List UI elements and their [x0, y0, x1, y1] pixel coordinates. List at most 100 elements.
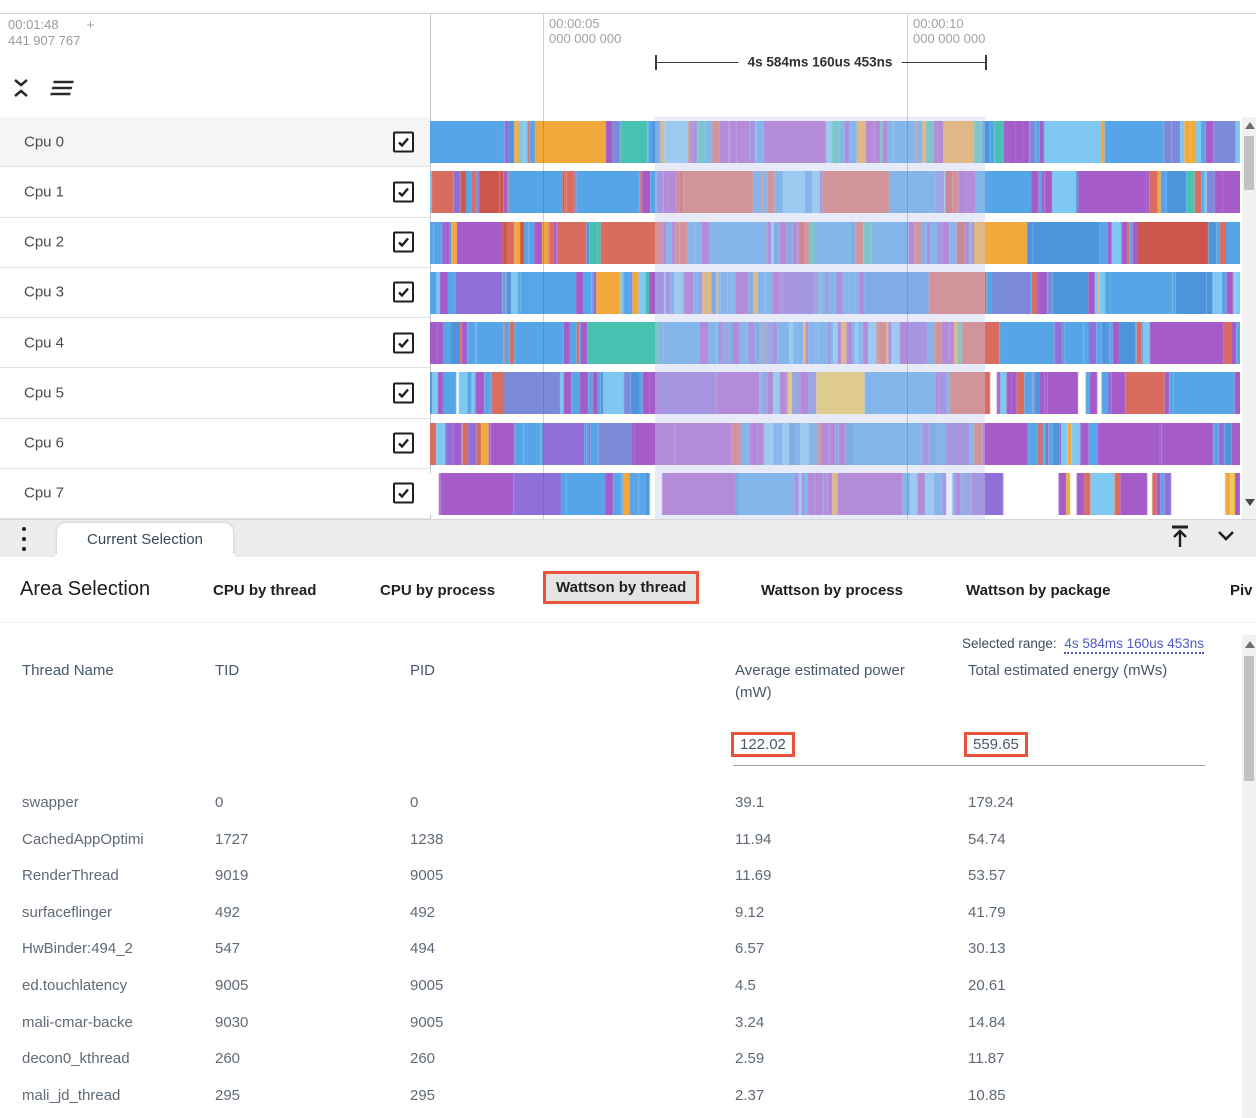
- thread-name-cell: decon0_kthread: [22, 1050, 130, 1068]
- table-cell: 9005: [410, 867, 444, 885]
- table-cell: 179.24: [968, 794, 1014, 811]
- clock-nanoseconds: 441 907 767: [8, 33, 81, 48]
- column-header: Average estimated power (mW): [735, 662, 905, 701]
- table-scroll-up-icon[interactable]: [1245, 641, 1255, 648]
- thread-name-cell: surfaceflinger: [22, 903, 113, 921]
- track-label: Cpu 0: [24, 133, 65, 151]
- thread-name-cell: HwBinder:494_2: [22, 940, 133, 958]
- tab-wattson-by-process[interactable]: Wattson by process: [761, 582, 903, 599]
- track-checkbox[interactable]: [393, 231, 414, 253]
- tab-piv[interactable]: Piv: [1230, 582, 1253, 599]
- table-cell: 41.79: [968, 903, 1006, 921]
- cpu-track-slices[interactable]: [430, 121, 1240, 163]
- cpu-track-slices[interactable]: [430, 271, 1240, 314]
- expand-panel-to-top-icon[interactable]: [1168, 523, 1192, 554]
- track-row[interactable]: Cpu 7: [0, 468, 430, 519]
- timeline-scrollbar-thumb[interactable]: [1244, 136, 1254, 190]
- table-cell: 10.85: [968, 1086, 1006, 1104]
- track-label: Cpu 6: [24, 434, 65, 452]
- track-row[interactable]: Cpu 3: [0, 267, 430, 318]
- track-row[interactable]: Cpu 4: [0, 318, 430, 369]
- cpu-track-slices[interactable]: [430, 171, 1240, 214]
- track-row[interactable]: Cpu 0: [0, 117, 430, 168]
- track-label: Cpu 4: [24, 334, 65, 352]
- ruler-tick-line: [907, 14, 908, 519]
- tab-wattson-by-package[interactable]: Wattson by package: [966, 582, 1111, 599]
- track-checkbox[interactable]: [393, 281, 414, 303]
- table-cell: 9019: [215, 867, 249, 885]
- cpu-track-slices[interactable]: [430, 322, 1240, 364]
- track-checkbox[interactable]: [393, 131, 414, 153]
- track-row[interactable]: Cpu 1: [0, 167, 430, 218]
- table-cell: 9030: [215, 1013, 249, 1031]
- clock-time: 00:01:48: [8, 17, 59, 32]
- table-scrollbar-thumb[interactable]: [1244, 656, 1254, 781]
- table-cell: 0: [215, 794, 224, 811]
- track-checkbox[interactable]: [393, 332, 414, 354]
- cpu-track-slices[interactable]: [430, 472, 1240, 515]
- header-divider: [0, 13, 1256, 14]
- table-cell: 53.57: [968, 867, 1006, 885]
- table-cell: 30.13: [968, 940, 1006, 958]
- collapse-tracks-icon[interactable]: [10, 76, 32, 100]
- thread-name-cell: mali_jd_thread: [22, 1086, 121, 1104]
- track-row[interactable]: Cpu 5: [0, 368, 430, 419]
- column-header: Total estimated energy (mWs): [968, 662, 1168, 679]
- table-cell: 9.12: [735, 903, 765, 921]
- table-cell: 494: [410, 940, 436, 958]
- table-cell: 260: [410, 1050, 436, 1068]
- cpu-track-slices[interactable]: [430, 422, 1240, 465]
- table-cell: 54.74: [968, 830, 1006, 848]
- current-selection-panel: Area Selection CPU by thread CPU by proce…: [0, 556, 1256, 1118]
- selected-range-label: Selected range:: [962, 636, 1057, 651]
- tab-cpu-by-process[interactable]: CPU by process: [380, 582, 496, 599]
- range-duration-label: 4s 584ms 160us 453ns: [738, 54, 902, 70]
- cpu-track-slices[interactable]: [430, 372, 1240, 415]
- total-value: 122.02: [731, 732, 795, 757]
- track-row[interactable]: Cpu 2: [0, 217, 430, 268]
- column-header: PID: [410, 662, 436, 679]
- table-cell: 492: [215, 903, 241, 921]
- collapse-panel-icon[interactable]: [1214, 525, 1238, 552]
- panel-title: Area Selection: [20, 578, 151, 600]
- table-cell: 2.59: [735, 1050, 765, 1068]
- table-cell: 9005: [410, 977, 444, 994]
- thread-name-cell: swapper: [22, 794, 79, 811]
- timeline-scrollbar[interactable]: [1242, 117, 1256, 519]
- track-label: Cpu 3: [24, 283, 65, 301]
- total-value: 559.65: [964, 732, 1028, 757]
- table-cell: 6.57: [735, 940, 765, 958]
- track-checkbox[interactable]: [393, 482, 414, 504]
- thread-name-cell: RenderThread: [22, 867, 119, 885]
- table-cell: 11.69: [735, 867, 772, 885]
- selected-range-value-link[interactable]: 4s 584ms 160us 453ns: [1064, 636, 1204, 654]
- track-filter-icon[interactable]: [45, 77, 76, 99]
- table-cell: 20.61: [968, 977, 1006, 994]
- track-checkbox[interactable]: [393, 432, 414, 454]
- track-panel-border: [430, 14, 431, 519]
- table-cell: 9005: [410, 1013, 444, 1031]
- scroll-down-icon[interactable]: [1245, 499, 1255, 506]
- table-cell: 492: [410, 903, 436, 921]
- table-cell: 1238: [410, 830, 444, 848]
- thread-name-cell: mali-cmar-backe: [22, 1013, 133, 1031]
- scroll-up-icon[interactable]: [1245, 122, 1255, 129]
- track-checkbox[interactable]: [393, 382, 414, 404]
- table-cell: 2.37: [735, 1086, 765, 1104]
- column-header: TID: [215, 662, 240, 679]
- table-cell: 1727: [215, 830, 249, 848]
- tab-current-selection[interactable]: Current Selection: [57, 523, 233, 556]
- thread-name-cell: ed.touchlatency: [22, 977, 128, 994]
- table-cell: 260: [215, 1050, 241, 1068]
- table-cell: 295: [215, 1086, 241, 1104]
- track-row[interactable]: Cpu 6: [0, 418, 430, 469]
- panel-menu-icon[interactable]: [21, 527, 26, 551]
- track-checkbox[interactable]: [393, 181, 414, 203]
- tab-wattson-by-thread[interactable]: Wattson by thread: [543, 571, 700, 604]
- table-cell: 547: [215, 940, 241, 958]
- range-bracket-end: [655, 55, 657, 70]
- totals-underline: [733, 765, 1205, 766]
- tab-cpu-by-thread[interactable]: CPU by thread: [213, 582, 317, 599]
- cpu-track-slices[interactable]: [430, 221, 1240, 264]
